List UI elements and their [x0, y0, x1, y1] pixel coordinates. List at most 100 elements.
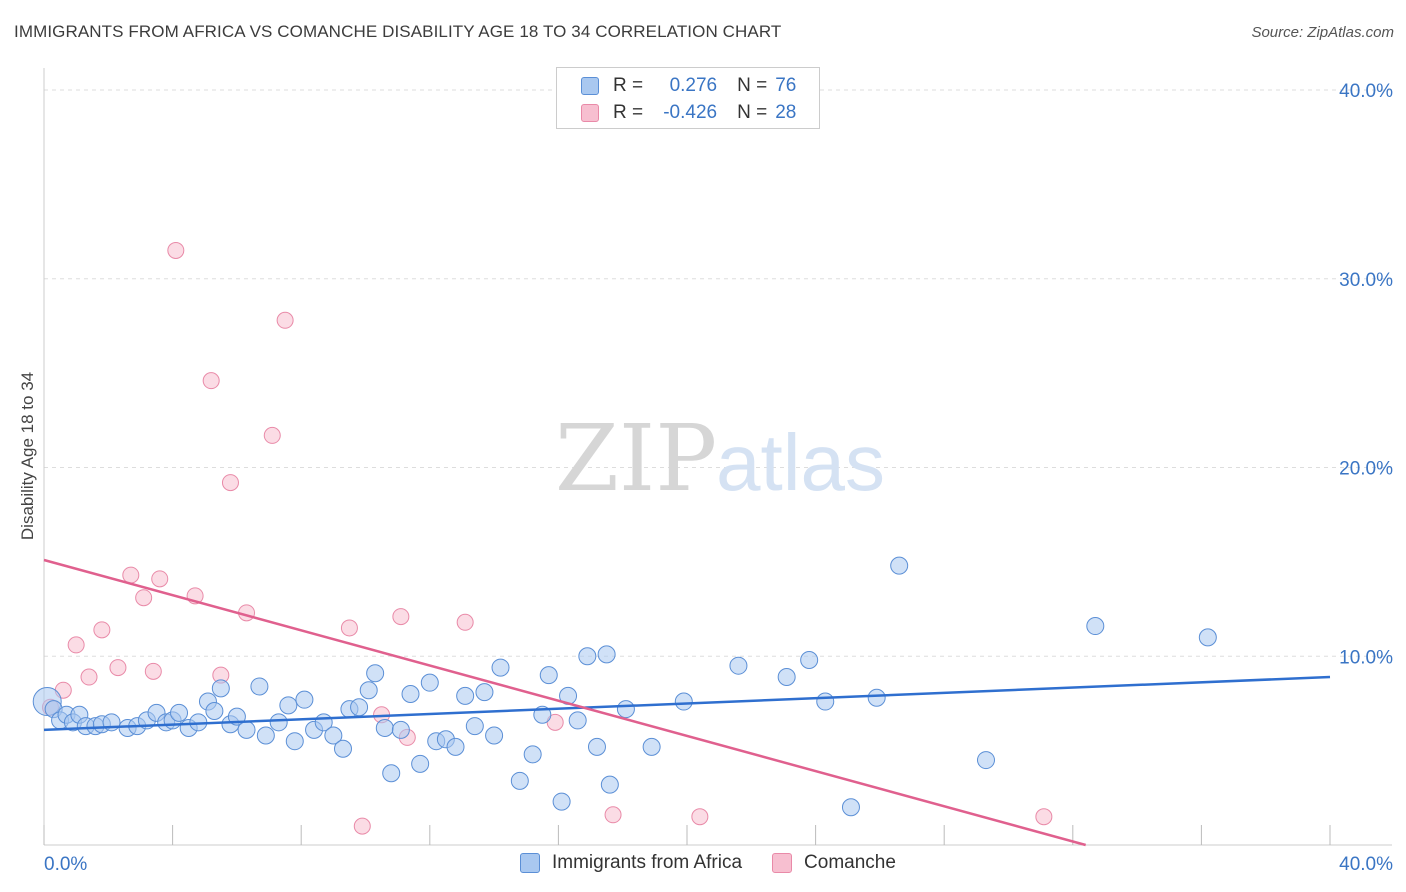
gridlines — [44, 89, 1392, 657]
legend-r-label: R = — [613, 75, 644, 96]
comanche-point — [67, 636, 85, 654]
africa-point — [475, 683, 494, 702]
africa-point — [816, 692, 835, 711]
africa-point — [401, 685, 420, 703]
africa-point — [285, 732, 304, 751]
comanche-point — [263, 426, 281, 444]
chart-title: IMMIGRANTS FROM AFRICA VS COMANCHE DISAB… — [14, 22, 782, 41]
africa-point — [279, 696, 298, 715]
series-legend: Immigrants from Africa Comanche — [520, 852, 926, 874]
x-tick-label: 40.0% — [1339, 854, 1393, 875]
legend-r-label: R = — [613, 102, 644, 123]
africa-point — [777, 668, 796, 687]
x-tick-label: 0.0% — [44, 854, 87, 875]
legend-swatch-africa — [581, 77, 599, 95]
tick-labels: 10.0% 20.0% 30.0% 40.0% 0.0% 40.0% — [44, 81, 1393, 875]
africa-point — [382, 764, 401, 783]
y-tick-label: 40.0% — [1339, 81, 1393, 102]
comanche-point — [456, 613, 474, 631]
comanche-point — [691, 808, 709, 826]
africa-point — [269, 713, 288, 732]
africa-point — [510, 771, 529, 790]
africa-point — [539, 666, 558, 685]
africa-point — [391, 720, 410, 739]
comanche-point — [340, 619, 358, 637]
series-swatch-africa — [520, 853, 540, 873]
africa-point — [350, 698, 369, 717]
africa-point — [568, 711, 587, 730]
comanche-point — [122, 566, 140, 584]
comanche-point — [109, 659, 127, 677]
africa-point — [841, 798, 860, 817]
stats-legend: R = 0.276 N = 76 R = -0.426 N = 28 — [556, 67, 820, 129]
legend-row-comanche: R = -0.426 N = 28 — [581, 100, 796, 126]
africa-point — [600, 775, 619, 794]
africa-point — [411, 754, 430, 773]
comanche-points — [41, 241, 1053, 835]
africa-point — [456, 686, 475, 705]
africa-point — [578, 647, 597, 666]
africa-point — [366, 664, 385, 683]
y-tick-label: 20.0% — [1339, 459, 1393, 480]
comanche-trend-line — [43, 558, 1086, 847]
legend-r-value: -0.426 — [663, 102, 718, 123]
africa-point — [1086, 617, 1105, 636]
africa-point — [250, 677, 269, 696]
legend-swatch-comanche — [581, 104, 599, 122]
africa-point — [552, 792, 571, 811]
africa-point — [295, 690, 314, 709]
series-label-africa: Immigrants from Africa — [552, 852, 743, 873]
africa-point — [465, 717, 484, 736]
africa-point — [256, 726, 275, 745]
africa-point — [375, 718, 394, 737]
watermark: ZIP atlas — [555, 405, 885, 512]
watermark-atlas: atlas — [716, 418, 885, 507]
africa-point — [211, 679, 230, 698]
comanche-point — [1035, 808, 1053, 826]
africa-point — [674, 692, 693, 711]
comanche-point — [93, 621, 111, 639]
y-tick-label: 30.0% — [1339, 270, 1393, 291]
comanche-point — [144, 662, 162, 680]
source-label: Source: ZipAtlas.com — [1251, 24, 1394, 41]
series-swatch-comanche — [772, 853, 793, 873]
africa-point — [587, 737, 606, 756]
africa-point — [890, 556, 909, 575]
africa-point — [237, 720, 256, 739]
watermark-zip: ZIP — [555, 405, 717, 512]
comanche-point — [221, 474, 239, 492]
africa-point — [333, 739, 352, 758]
africa-point — [729, 656, 748, 675]
legend-n-value: 28 — [775, 102, 797, 123]
africa-points — [32, 556, 1217, 817]
comanche-point — [151, 570, 169, 588]
africa-point — [642, 737, 661, 756]
comanche-point — [276, 311, 294, 329]
africa-point — [446, 737, 465, 756]
comanche-point — [353, 817, 371, 835]
series-legend-africa: Immigrants from Africa — [520, 852, 742, 874]
africa-point — [205, 701, 224, 720]
comanche-point — [604, 806, 622, 824]
africa-point — [800, 651, 819, 670]
series-label-comanche: Comanche — [804, 852, 896, 873]
legend-n-value: 76 — [775, 75, 797, 96]
africa-point — [867, 688, 886, 707]
africa-point — [491, 658, 510, 677]
legend-r-value: 0.276 — [669, 75, 718, 96]
series-legend-comanche: Comanche — [772, 852, 896, 874]
comanche-point — [135, 589, 153, 607]
comanche-point — [202, 372, 220, 390]
africa-trend-line — [43, 675, 1331, 732]
africa-point — [597, 645, 616, 664]
comanche-point — [167, 241, 185, 259]
legend-n-label: N = — [737, 75, 768, 96]
trend-lines — [43, 558, 1331, 847]
africa-point — [523, 745, 542, 764]
legend-n-label: N = — [737, 102, 768, 123]
africa-point — [1198, 628, 1217, 647]
africa-point — [976, 751, 995, 770]
africa-point — [420, 673, 439, 692]
africa-point — [324, 726, 343, 745]
comanche-point — [392, 608, 410, 626]
